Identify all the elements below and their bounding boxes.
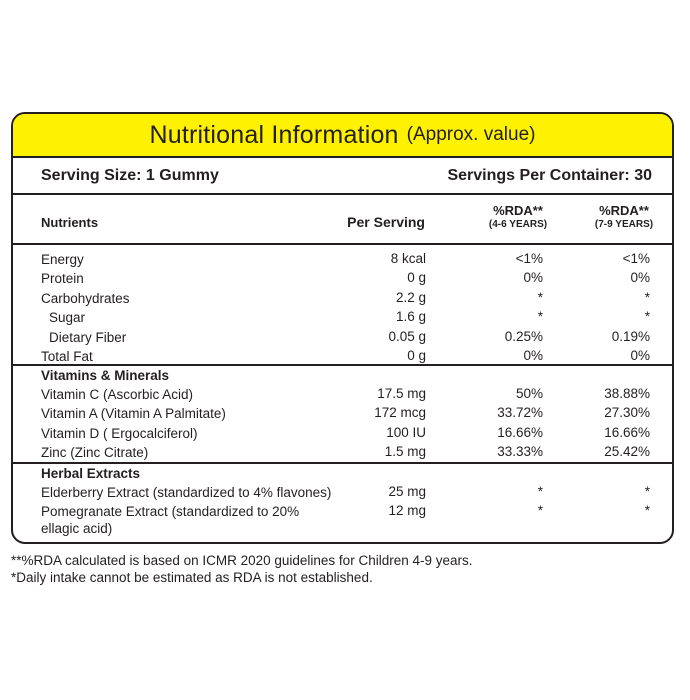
footnote-rda: **%RDA calculated is based on ICMR 2020 …: [11, 553, 473, 568]
table-row: Dietary Fiber 0.05 g 0.25% 0.19%: [13, 329, 672, 348]
rda-4-6-value: 50%: [515, 386, 543, 401]
per-serving-value: 1.6 g: [395, 309, 426, 325]
rda-4-6-value: 0%: [523, 270, 543, 286]
rda-7-9-value: 0%: [630, 347, 650, 363]
servings-per-container: Servings Per Container: 30: [447, 167, 652, 184]
table-row: Total Fat 0 g 0% 0%: [13, 348, 672, 367]
table-row: Pomegranate Extract (standardized to 20%…: [13, 503, 672, 541]
per-serving-value: 25 mg: [388, 484, 426, 499]
header-nutrients: Nutrients: [41, 215, 99, 230]
rda-7-9-value: *: [644, 503, 650, 519]
rda-4-6-value: 16.66%: [497, 424, 543, 440]
nutrient-name: Pomegranate Extract (standardized to 20%…: [41, 504, 300, 537]
nutrient-name: Elderberry Extract (standardized to 4% f…: [41, 485, 332, 500]
table-row: Vitamin A (Vitamin A Palmitate) 172 mcg …: [13, 405, 672, 424]
panel-subtitle: (Approx. value): [406, 124, 536, 145]
per-serving-value: 17.5 mg: [377, 386, 426, 401]
rda-7-9-value: *: [644, 309, 650, 325]
rda-4-6-value: *: [537, 309, 543, 325]
table-row: Energy 8 kcal <1% <1%: [13, 251, 672, 270]
per-serving-value: 8 kcal: [390, 251, 426, 266]
header-rda-4-6-age: (4-6 YEARS): [488, 219, 548, 230]
herbal-section: Herbal Extracts Elderberry Extract (stan…: [13, 464, 672, 541]
rda-7-9-value: *: [644, 484, 650, 499]
basic-nutrients-section: Energy 8 kcal <1% <1% Protein 0 g 0% 0% …: [13, 245, 672, 366]
per-serving-value: 12 mg: [388, 503, 426, 519]
nutrient-name: Zinc (Zinc Citrate): [41, 445, 149, 461]
nutrient-name: Carbohydrates: [41, 290, 130, 306]
header-rda-4-6-label: %RDA**: [493, 203, 543, 218]
footnote-daily-intake: *Daily intake cannot be estimated as RDA…: [11, 570, 373, 585]
serving-info: Serving Size: 1 Gummy Servings Per Conta…: [13, 158, 672, 195]
rda-4-6-value: 33.33%: [497, 444, 543, 460]
per-serving-value: 100 IU: [386, 424, 426, 440]
per-serving-value: 0.05 g: [388, 328, 426, 344]
section-title-vitamins: Vitamins & Minerals: [41, 368, 170, 383]
rda-7-9-value: 25.42%: [604, 444, 650, 460]
table-row: Protein 0 g 0% 0%: [13, 270, 672, 289]
table-row: Vitamin D ( Ergocalciferol) 100 IU 16.66…: [13, 425, 672, 444]
rda-4-6-value: <1%: [515, 251, 543, 266]
per-serving-value: 2.2 g: [395, 289, 426, 305]
rda-4-6-value: 0.25%: [504, 328, 543, 344]
header-rda-7-9-label: %RDA**: [599, 203, 649, 218]
header-rda-7-9-age: (7-9 YEARS): [594, 219, 654, 230]
header-rda-4-6: %RDA** (4-6 YEARS): [463, 203, 573, 230]
per-serving-value: 172 mcg: [374, 405, 426, 421]
table-row: Carbohydrates 2.2 g * *: [13, 290, 672, 309]
table-header: Nutrients Per Serving %RDA** (4-6 YEARS)…: [13, 195, 672, 245]
rda-7-9-value: <1%: [622, 251, 650, 266]
table-row: Sugar 1.6 g * *: [13, 309, 672, 328]
per-serving-value: 1.5 mg: [384, 444, 426, 460]
nutrient-name: Protein: [41, 271, 84, 287]
per-serving-value: 0 g: [407, 347, 426, 363]
rda-7-9-value: 38.88%: [604, 386, 650, 401]
rda-4-6-value: *: [537, 289, 543, 305]
vitamins-section: Vitamins & Minerals Vitamin C (Ascorbic …: [13, 366, 672, 464]
rda-7-9-value: *: [644, 289, 650, 305]
header-per-serving: Per Serving: [347, 214, 425, 230]
rda-4-6-value: 0%: [523, 347, 543, 363]
table-row: Zinc (Zinc Citrate) 1.5 mg 33.33% 25.42%: [13, 444, 672, 463]
table-row: Elderberry Extract (standardized to 4% f…: [13, 484, 672, 503]
nutrient-name: Total Fat: [41, 348, 93, 364]
nutrient-name: Energy: [41, 252, 84, 267]
rda-7-9-value: 16.66%: [604, 424, 650, 440]
table-row: Vitamin C (Ascorbic Acid) 17.5 mg 50% 38…: [13, 386, 672, 405]
nutrient-name: Vitamin D ( Ergocalciferol): [41, 425, 198, 441]
nutrient-name: Vitamin A (Vitamin A Palmitate): [41, 406, 226, 422]
footnotes: **%RDA calculated is based on ICMR 2020 …: [11, 552, 473, 586]
section-title-herbal: Herbal Extracts: [41, 466, 141, 481]
rda-7-9-value: 0.19%: [611, 328, 650, 344]
nutrition-panel: Nutritional Information (Approx. value) …: [11, 112, 674, 544]
per-serving-value: 0 g: [407, 270, 426, 286]
panel-title: Nutritional Information: [149, 120, 399, 149]
rda-4-6-value: *: [537, 484, 543, 499]
rda-4-6-value: *: [537, 503, 543, 519]
nutrient-name: Vitamin C (Ascorbic Acid): [41, 387, 194, 402]
header-rda-7-9: %RDA** (7-9 YEARS): [569, 203, 672, 230]
rda-4-6-value: 33.72%: [497, 405, 543, 421]
rda-7-9-value: 27.30%: [604, 405, 650, 421]
title-bar: Nutritional Information (Approx. value): [13, 114, 672, 158]
serving-size: Serving Size: 1 Gummy: [41, 167, 219, 184]
rda-7-9-value: 0%: [630, 270, 650, 286]
nutrient-name: Sugar: [49, 310, 86, 326]
nutrient-name: Dietary Fiber: [49, 329, 127, 345]
